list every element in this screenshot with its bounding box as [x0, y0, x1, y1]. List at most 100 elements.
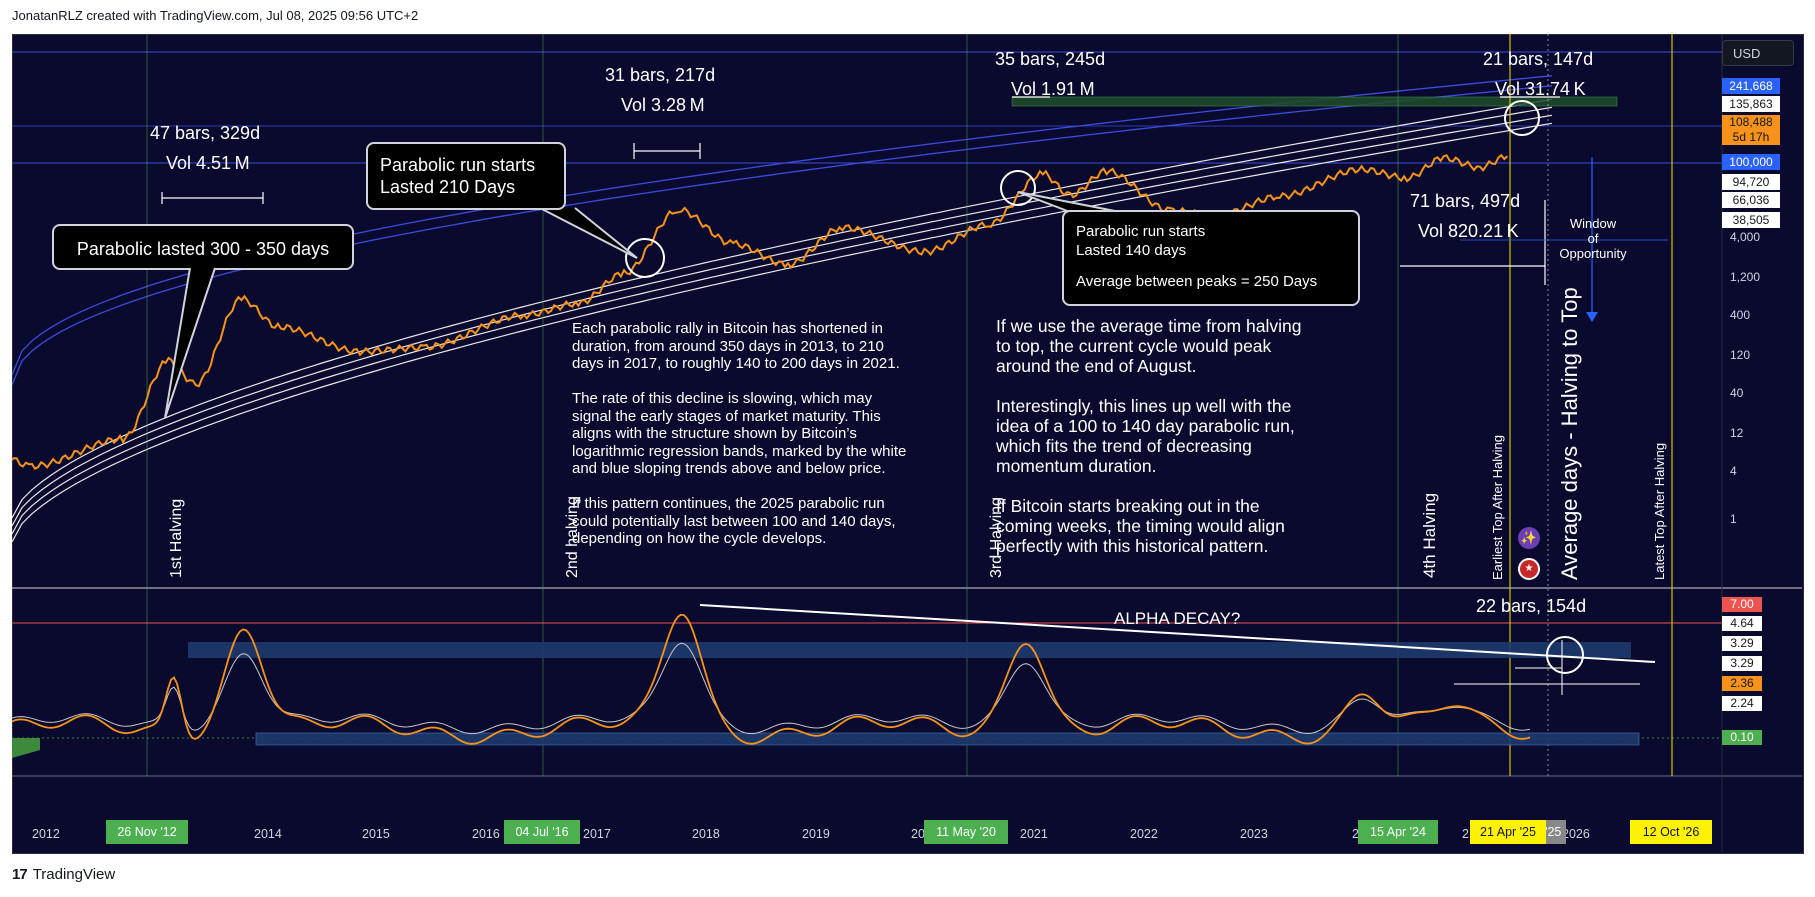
commentary-left-line: [572, 373, 972, 391]
currency-button[interactable]: USD: [1722, 40, 1794, 66]
measure-4-vol: Vol 31.74 K: [1495, 79, 1586, 99]
commentary-right-line: which fits the trend of decreasing: [996, 436, 1252, 456]
current-circle: [1504, 100, 1540, 136]
commentary-right-line: coming weeks, the timing would align: [996, 516, 1285, 536]
measure-2-bars: 31 bars, 217d: [605, 65, 716, 85]
measure-label-1: 47 bars, 329d Vol 4.51 M: [150, 118, 260, 178]
callout-3-line-3: Average between peaks = 250 Days: [1076, 273, 1318, 290]
year-2017: 2017: [583, 827, 611, 841]
osc-tag-3-29a: 3.29: [1722, 636, 1762, 651]
average-top-label: Average days - Halving to Top: [1557, 287, 1582, 580]
osc-axis: 7.00 4.64 3.29 3.29 2.36 2.24 0.10: [1722, 590, 1802, 776]
price-tick-1200: 1,200: [1730, 270, 1761, 284]
year-2014: 2014: [254, 827, 282, 841]
footer-brand: TradingView: [32, 866, 116, 883]
window-arrow-head: [1586, 312, 1598, 322]
chart-author-header: JonatanRLZ created with TradingView.com,…: [12, 8, 419, 23]
alpha-decay-trendline: [699, 604, 1656, 663]
price-tag-108488: 108,488: [1722, 115, 1780, 130]
alpha-decay-label: ALPHA DECAY?: [1114, 609, 1240, 628]
measure-zone-box: [1011, 96, 1618, 107]
price-tag-100000: 100,000: [1722, 154, 1780, 170]
commentary-left-line: If this pattern continues, the 2025 para…: [572, 495, 885, 512]
osc-tag-2-24: 2.24: [1722, 696, 1762, 711]
halving-1-label: 1st Halving: [168, 498, 185, 578]
commentary-left: Each parabolic rally in Bitcoin has shor…: [572, 320, 972, 548]
btc-price-line: [12, 153, 1509, 471]
commentary-right-line: If we use the average time from halving: [996, 316, 1302, 336]
commentary-right-line: If Bitcoin starts breaking out in the: [996, 496, 1260, 516]
commentary-left-line: [572, 478, 972, 496]
callout-1-text: Parabolic lasted 300 - 350 days: [76, 239, 330, 259]
year-2022: 2022: [1130, 827, 1158, 841]
measure-3-vol: Vol 1.91 M: [1011, 79, 1095, 99]
osc-current-circle: [1546, 636, 1584, 674]
commentary-left-line: duration, from around 350 days in 2013, …: [572, 337, 884, 355]
measure-1-bars: 47 bars, 329d: [150, 123, 261, 143]
latest-top-date: 12 Oct '26: [1630, 820, 1712, 844]
halving-date-2: 04 Jul '16: [504, 820, 580, 844]
callout-3-line-2: Lasted 140 days: [1076, 242, 1187, 259]
commentary-left-line: The rate of this decline is slowing, whi…: [572, 390, 873, 407]
commentary-left-line: logarithmic regression bands, marked by …: [572, 442, 907, 460]
measure-3-bars: 35 bars, 245d: [995, 49, 1106, 69]
rocket-indicator-icon[interactable]: ✨: [1518, 527, 1540, 549]
year-2026: 2026: [1562, 827, 1590, 841]
callout-2-line-2: Lasted 210 Days: [380, 177, 516, 197]
commentary-left-line: days in 2017, to roughly 140 to 200 days…: [572, 355, 900, 372]
price-tag-94720: 94,720: [1722, 174, 1780, 190]
osc-tag-4-64: 4.64: [1722, 616, 1762, 631]
us-flag-icon[interactable]: ★: [1518, 558, 1540, 580]
price-tick-4: 4: [1730, 464, 1737, 478]
year-2024-partial: 2: [1352, 827, 1359, 841]
callout-parabolic-2021: Parabolic run starts Lasted 140 days Ave…: [1062, 210, 1360, 306]
commentary-right-line: to top, the current cycle would peak: [996, 336, 1272, 356]
measure-label-3: 35 bars, 245d Vol 1.91 M: [995, 44, 1105, 104]
window-line-2: of: [1587, 231, 1599, 246]
halving-date-3: 11 May '20: [924, 820, 1008, 844]
measure-label-2: 31 bars, 217d Vol 3.28 M: [605, 60, 715, 120]
measure-label-5: 71 bars, 497d Vol 820.21 K: [1410, 186, 1520, 246]
commentary-left-line: aligns with the structure shown by Bitco…: [572, 425, 857, 442]
measure-2-vol: Vol 3.28 M: [621, 95, 705, 115]
osc-tag-7: 7.00: [1722, 597, 1762, 612]
footer: 17 TradingView: [12, 866, 115, 883]
measure-label-6: 22 bars, 154d: [1476, 596, 1586, 617]
osc-tag-0-10: 0.10: [1722, 730, 1762, 745]
commentary-right-line: around the end of August.: [996, 356, 1197, 376]
earliest-top-date: 21 Apr '25: [1470, 820, 1546, 844]
measure-label-4: 21 bars, 147d Vol 31.74 K: [1483, 44, 1593, 104]
commentary-right-line: [996, 376, 1376, 396]
commentary-left-line: could potentially last between 100 and 1…: [572, 512, 896, 530]
year-2016: 2016: [472, 827, 500, 841]
osc-upper-zone: [188, 642, 1631, 658]
price-tag-countdown: 5d 17h: [1722, 130, 1780, 145]
callout-3-line-1: Parabolic run starts: [1076, 223, 1206, 240]
osc-tag-3-29b: 3.29: [1722, 656, 1762, 671]
measure-5-bars: 71 bars, 497d: [1410, 191, 1521, 211]
parabolic-start-circle-2021: [1000, 170, 1036, 206]
year-2021: 2021: [1020, 827, 1048, 841]
year-2025-partial: 2: [1462, 827, 1469, 841]
log-regression-white-4: [12, 122, 1553, 543]
commentary-right: If we use the average time from halving …: [996, 316, 1376, 556]
earliest-top-label: Earliest Top After Halving: [1490, 435, 1505, 580]
measure-5-vol: Vol 820.21 K: [1418, 221, 1519, 241]
parabolic-start-circle-2017: [625, 238, 665, 278]
window-line-3: Opportunity: [1559, 246, 1627, 261]
commentary-right-line: [996, 476, 1376, 496]
price-tag-241668: 241,668: [1722, 78, 1780, 94]
callout-parabolic-300-350: Parabolic lasted 300 - 350 days: [52, 224, 354, 270]
callout-2-line-1: Parabolic run starts: [380, 155, 536, 175]
osc-undervalued-fill: [12, 738, 40, 758]
price-tick-12: 12: [1730, 426, 1744, 440]
year-2018: 2018: [692, 827, 720, 841]
price-tick-1: 1: [1730, 512, 1737, 526]
halving-4-label: 4th Halving: [1420, 492, 1439, 578]
commentary-left-line: depending on how the cycle develops.: [572, 530, 827, 547]
callout-parabolic-2017: Parabolic run starts Lasted 210 Days: [366, 142, 566, 210]
year-2019: 2019: [802, 827, 830, 841]
commentary-left-line: and blue sloping trends above and below …: [572, 460, 886, 477]
measure-6-bars: 22 bars, 154d: [1476, 596, 1587, 616]
